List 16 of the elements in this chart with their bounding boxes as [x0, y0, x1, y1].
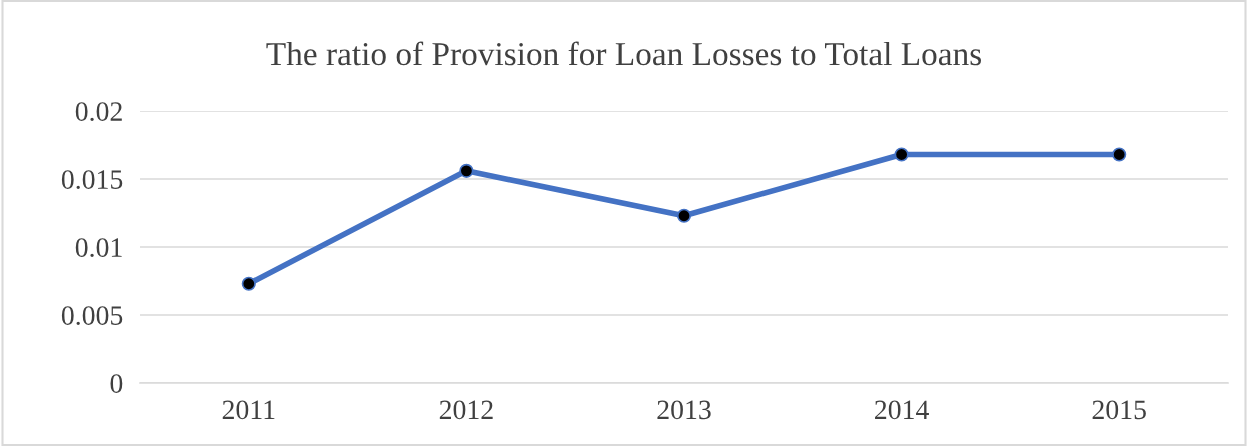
x-tick-label: 2011: [222, 400, 275, 420]
chart-title: The ratio of Provision for Loan Losses to Total Loans: [266, 41, 981, 66]
point: [1112, 147, 1127, 162]
y-tick-label: 0.02: [75, 102, 122, 122]
y-tick-label: 0: [110, 374, 123, 393]
x-tick-label: 2014: [875, 400, 929, 420]
x-tick-label: 2013: [657, 400, 711, 420]
y-tick-label: 0.01: [75, 238, 122, 258]
point: [894, 147, 909, 162]
y-tick-label: 0.015: [61, 170, 123, 190]
point: [676, 208, 692, 223]
x-tick-label: 2015: [1092, 400, 1146, 420]
point: [241, 276, 256, 291]
point: [459, 163, 474, 178]
y-tick-label: 0.005: [61, 306, 123, 326]
x-tick-label: 2012: [439, 400, 493, 420]
